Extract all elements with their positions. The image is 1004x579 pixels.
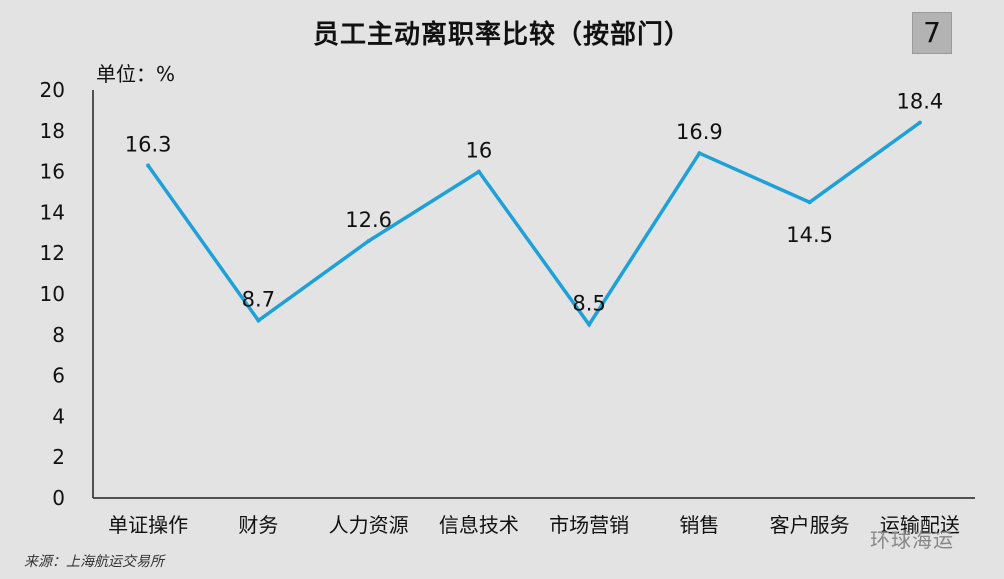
source-note: 来源：上海航运交易所 [24,554,164,570]
data-point [807,200,812,205]
x-tick-label: 市场营销 [549,513,629,537]
x-tick-label: 客户服务 [770,513,850,537]
x-tick-label: 运输配送 [880,513,960,537]
x-tick-label: 销售 [679,513,719,537]
y-tick-label: 2 [52,445,65,469]
y-tick-label: 20 [40,78,65,102]
y-tick-label: 10 [40,282,65,306]
y-tick-label: 18 [40,119,65,143]
data-label: 14.5 [786,223,833,247]
data-label: 16.9 [676,120,723,144]
data-label: 16 [466,139,493,163]
data-point [697,151,702,156]
y-unit-label: 单位：% [96,62,176,86]
y-tick-label: 4 [52,404,65,428]
data-point [366,238,371,243]
series-line [146,121,921,328]
y-tick-label: 16 [40,160,65,184]
y-tick-label: 0 [52,486,65,510]
data-point [917,120,922,125]
data-label: 8.5 [572,292,605,316]
page-number-badge: 7 [912,12,952,54]
data-point [146,163,151,168]
watermark: 环球海运 [870,528,954,552]
y-tick-label: 14 [40,200,65,224]
data-label: 18.4 [896,90,943,114]
y-tick-label: 12 [40,241,65,265]
data-label: 16.3 [125,132,172,156]
y-tick-label: 8 [52,323,65,347]
data-point [476,169,481,174]
x-tick-label: 人力资源 [329,513,409,537]
x-tick-label: 信息技术 [439,513,519,537]
data-label: 8.7 [242,288,275,312]
chart-title: 员工主动离职率比较（按部门） [312,20,691,50]
x-tick-label: 财务 [238,513,278,537]
data-point [256,318,261,323]
y-tick-label: 6 [52,364,65,388]
x-tick-label: 单证操作 [108,513,188,537]
data-label: 12.6 [345,208,392,232]
data-point [587,322,592,327]
